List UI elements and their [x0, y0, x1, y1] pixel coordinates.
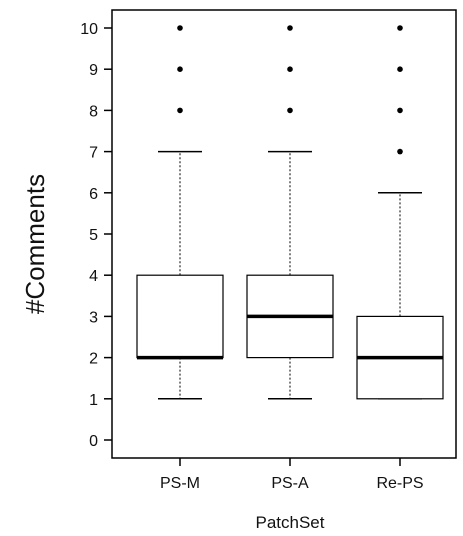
y-tick-label: 8	[89, 103, 98, 120]
outlier-point	[287, 107, 293, 114]
y-tick-label: 5	[89, 227, 98, 244]
x-tick-label: PS-M	[160, 475, 200, 492]
box-ps-m	[136, 25, 224, 400]
y-tick-label: 2	[89, 351, 98, 368]
outlier-point	[177, 107, 183, 114]
boxes	[136, 25, 444, 400]
outlier-point	[177, 25, 183, 31]
y-tick-label: 6	[89, 186, 98, 203]
y-axis-title: #Comments	[20, 174, 50, 314]
outlier-point	[287, 25, 293, 31]
y-tick-label: 7	[89, 145, 98, 162]
y-tick-label: 1	[89, 392, 98, 409]
x-tick-label: PS-A	[271, 475, 309, 492]
outlier-point	[397, 148, 403, 155]
outlier-point	[287, 66, 293, 72]
y-tick-label: 3	[89, 309, 98, 326]
box-re-ps	[356, 25, 444, 400]
y-axis: 0 1 2 3 4 5 6 7 8 9 10	[80, 21, 112, 450]
x-tick-label: Re-PS	[376, 475, 423, 492]
outlier-point	[397, 66, 403, 72]
outlier-point	[177, 66, 183, 72]
box-ps-a	[246, 25, 334, 400]
y-tick-label: 10	[80, 21, 98, 38]
outlier-point	[397, 25, 403, 31]
outlier-point	[397, 107, 403, 114]
y-tick-label: 9	[89, 62, 98, 79]
y-tick-label: 0	[89, 433, 98, 450]
y-tick-label: 4	[89, 268, 98, 285]
iqr-box	[136, 274, 224, 359]
x-axis-title: PatchSet	[256, 513, 325, 532]
x-axis: PS-M PS-A Re-PS	[160, 458, 424, 492]
